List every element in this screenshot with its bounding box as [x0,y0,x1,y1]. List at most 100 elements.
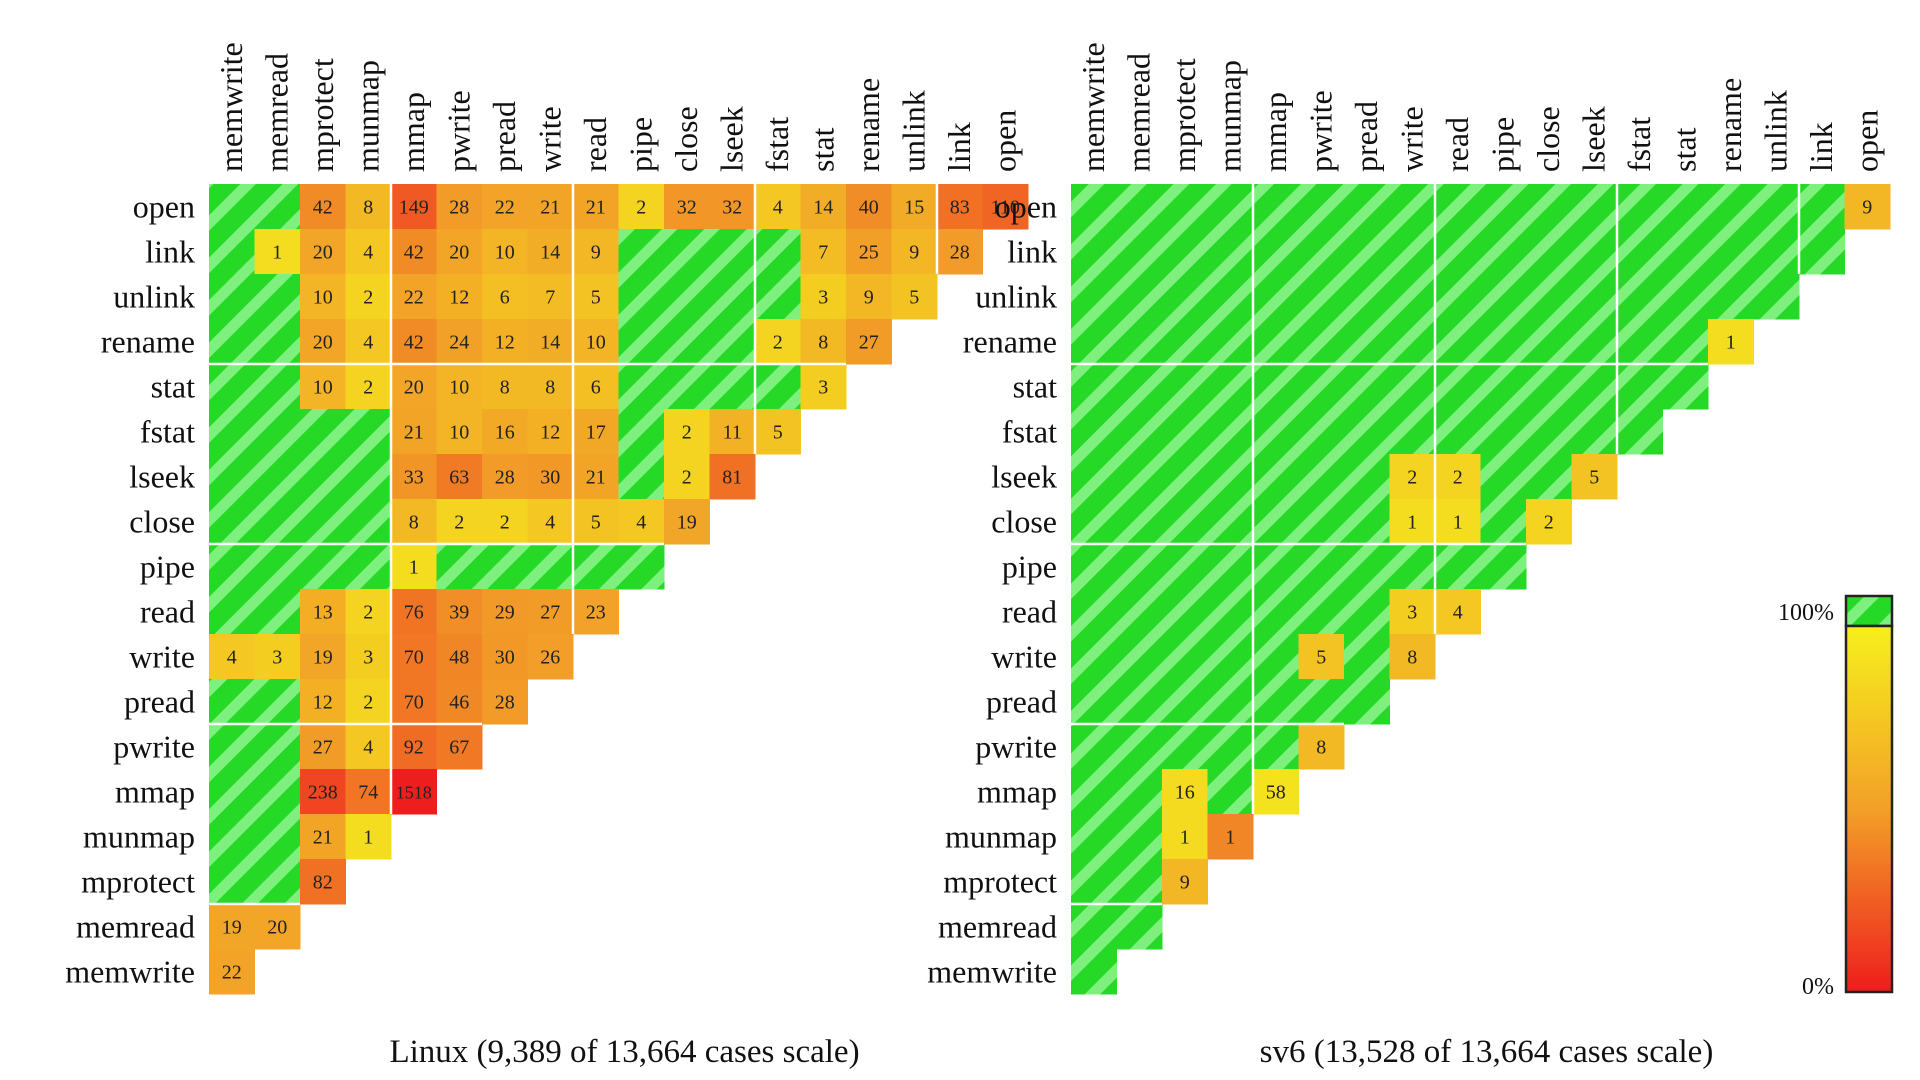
linux-cell-value: 16 [495,422,515,444]
linux-cell-value: 14 [813,197,833,219]
linux-cell-conflict [527,184,574,230]
linux-cell-conflict [573,274,619,320]
linux-cell-conflict [391,454,437,500]
linux-cell-conflict [436,319,483,365]
linux-cell-value: 82 [313,872,333,894]
linux-column-label: mprotect [304,58,340,172]
linux-cell-conflict [300,229,346,275]
sv6-cell-conflict [1253,769,1299,815]
linux-cell-value: 9 [909,242,919,264]
sv6-cell-scalable [1389,184,1436,230]
sv6-column-label: read [1439,117,1475,172]
sv6-cell-scalable [1571,274,1618,320]
sv6-cell-scalable [1253,589,1299,635]
linux-row-label: read [140,594,195,630]
linux-cell-value: 21 [540,197,560,219]
sv6-column-label: unlink [1757,90,1793,172]
linux-cell-conflict [300,634,346,680]
linux-cell-conflict [300,724,346,770]
sv6-cell-scalable [1253,409,1299,455]
linux-cell-scalable [209,859,255,905]
linux-row-label: unlink [113,279,195,315]
linux-cell-conflict [209,949,255,995]
linux-cell-value: 24 [449,332,469,354]
linux-cell-value: 6 [591,377,601,399]
sv6-cell-value: 58 [1266,782,1286,804]
linux-cell-value: 30 [495,647,515,669]
sv6-cell-scalable [1253,724,1299,770]
linux-cell-conflict [800,274,847,320]
sv6-cell-value: 1 [1726,332,1736,354]
linux-cell-value: 29 [495,602,515,624]
linux-cell-scalable [254,184,301,230]
linux-cell-conflict [573,454,619,500]
linux-cell-conflict [391,589,437,635]
sv6-cell-scalable [1298,589,1345,635]
sv6-cell-scalable [1116,409,1163,455]
sv6-cell-scalable [1344,499,1390,545]
linux-cell-value: 17 [586,422,606,444]
linux-cell-conflict [391,769,437,815]
linux-cell-scalable [254,679,301,725]
linux-cell-conflict [391,634,437,680]
sv6-cell-scalable [1071,409,1117,455]
sv6-column-label: link [1803,122,1839,172]
linux-cell-value: 5 [909,287,919,309]
sv6-cell-conflict [1389,454,1436,500]
linux-cell-conflict [527,319,574,365]
sv6-cell-scalable [1207,544,1254,590]
sv6-column-label: lseek [1575,106,1611,172]
sv6-cell-scalable [1071,364,1117,410]
sv6-cell-scalable [1253,454,1299,500]
linux-cell-conflict [982,184,1029,230]
sv6-column-label: close [1530,106,1566,172]
legend-gradient-bar [1844,624,1894,994]
sv6-cell-scalable [1207,454,1254,500]
linux-cell-scalable [254,454,301,500]
sv6-panel: memwrite memread mprotect munmap mmap pwrite p… [927,42,1891,1070]
sv6-cell-scalable [1116,499,1163,545]
sv6-column-label: memread [1120,53,1156,172]
linux-cell-conflict [300,679,346,725]
linux-cell-scalable [709,319,756,365]
sv6-cell-scalable [1344,364,1390,410]
linux-column-label: stat [804,127,840,172]
linux-cell-conflict [436,409,483,455]
sv6-row-label: pread [986,684,1057,720]
sv6-cell-scalable [1662,319,1709,365]
linux-cell-value: 4 [363,242,373,264]
sv6-cell-scalable [1344,319,1390,365]
linux-cell-conflict [891,274,938,320]
linux-cell-conflict [527,409,574,455]
linux-cell-conflict [482,409,528,455]
linux-cell-scalable [300,544,346,590]
linux-cell-scalable [254,499,301,545]
linux-cell-value: 13 [313,602,333,624]
sv6-cell-scalable [1116,634,1163,680]
linux-cell-scalable [254,364,301,410]
linux-cell-value: 12 [495,332,515,354]
linux-cell-value: 28 [495,692,515,714]
linux-cell-conflict [664,454,710,500]
sv6-row-label: read [1002,594,1057,630]
linux-cell-conflict [573,229,619,275]
sv6-cell-scalable [1253,274,1299,320]
linux-cell-conflict [391,274,437,320]
linux-cell-value: 21 [586,467,606,489]
sv6-cell-conflict [1162,859,1208,905]
linux-cell-value: 8 [545,377,555,399]
sv6-cell-scalable [1435,319,1481,365]
linux-cell-conflict [436,274,483,320]
sv6-cell-scalable [1116,184,1163,230]
sv6-cell-scalable [1526,364,1572,410]
linux-cell-value: 20 [449,242,469,264]
sv6-cell-scalable [1617,229,1663,275]
linux-cell-conflict [300,274,346,320]
linux-cell-conflict [391,319,437,365]
sv6-cell-scalable [1662,184,1709,230]
linux-cell-value: 10 [586,332,606,354]
linux-cell-conflict [891,184,938,230]
linux-cell-conflict [254,229,301,275]
sv6-row-label: fstat [1002,414,1057,450]
sv6-row-label: open [995,189,1057,225]
